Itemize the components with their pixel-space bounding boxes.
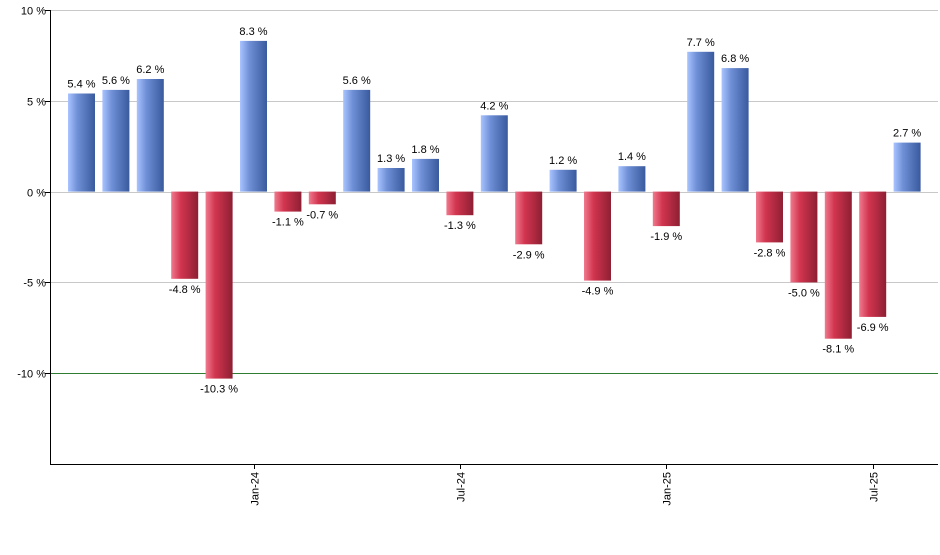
- bar-value-label: 1.4 %: [618, 151, 646, 163]
- bar: [859, 191, 887, 317]
- y-tick-label: 5 %: [27, 97, 46, 109]
- bar: [515, 191, 543, 245]
- bar: [687, 51, 715, 192]
- bar: [308, 191, 336, 205]
- bar: [343, 89, 371, 192]
- y-tick-label: -5 %: [23, 278, 46, 290]
- bar: [893, 142, 921, 192]
- bar: [136, 79, 164, 192]
- bar: [721, 68, 749, 192]
- bar: [102, 89, 130, 192]
- bar-value-label: -8.1 %: [822, 344, 854, 356]
- bar-value-label: -1.3 %: [444, 220, 476, 232]
- bars: [68, 40, 921, 379]
- y-tick-label: 0 %: [27, 188, 46, 200]
- bar-value-label: 5.6 %: [102, 75, 130, 87]
- bar: [171, 191, 199, 279]
- bar-value-label: 6.2 %: [136, 64, 164, 76]
- bar-value-label: 8.3 %: [239, 26, 267, 38]
- bar-value-label: -6.9 %: [857, 322, 889, 334]
- bar-value-label: -1.1 %: [272, 217, 304, 229]
- bar-value-label: 4.2 %: [480, 100, 508, 112]
- bar-value-label: -1.9 %: [650, 231, 682, 243]
- bar-value-label: 2.7 %: [893, 128, 921, 140]
- bar: [446, 191, 474, 216]
- bar-value-label: -10.3 %: [200, 384, 238, 396]
- bar: [756, 191, 783, 243]
- x-tick-label: Jul-25: [869, 472, 881, 502]
- bar-value-label: 1.8 %: [411, 144, 439, 156]
- bar: [412, 158, 439, 192]
- y-tick-label: 10 %: [21, 6, 46, 18]
- bar: [480, 115, 508, 192]
- value-labels: 5.4 % 5.6 %6.2 %-4.8 %-10.3 %8.3 %-1.1 %-…: [67, 26, 921, 396]
- bar-value-label: -5.0 %: [788, 287, 820, 299]
- bar: [549, 169, 577, 192]
- axes: 10 % 5 % 0 % -5 % -10 % Jan-24 Jul-24 Jan-25 Jul…: [17, 6, 938, 506]
- bar: [790, 191, 818, 283]
- bar-value-label: 5.6 %: [343, 75, 371, 87]
- x-tick-label: Jul-24: [456, 472, 468, 502]
- bar: [205, 191, 233, 379]
- bar: [652, 191, 680, 227]
- bar: [824, 191, 852, 339]
- bar: [377, 168, 405, 192]
- bar-value-label: -2.8 %: [754, 247, 786, 259]
- bar-value-label: 1.2 %: [549, 155, 577, 167]
- bar-value-label: 6.8 %: [721, 53, 749, 65]
- bar-value-label: 7.7 %: [687, 37, 715, 49]
- bar: [618, 166, 646, 192]
- bar-value-label: 1.3 %: [377, 153, 405, 165]
- bar: [240, 40, 267, 192]
- bar: [584, 191, 611, 281]
- bar: [274, 191, 302, 212]
- y-tick-label: -10 %: [17, 369, 46, 381]
- bar-value-label: -4.9 %: [582, 286, 614, 298]
- x-tick-label: Jan-24: [250, 472, 262, 506]
- x-tick-label: Jan-25: [662, 472, 674, 506]
- bar-value-label: -2.9 %: [513, 249, 545, 261]
- bar: [68, 93, 95, 192]
- bar-value-label: -4.8 %: [169, 284, 201, 296]
- bar-value-label: 5.4 %: [67, 79, 95, 91]
- bar-value-label: -0.7 %: [306, 209, 338, 221]
